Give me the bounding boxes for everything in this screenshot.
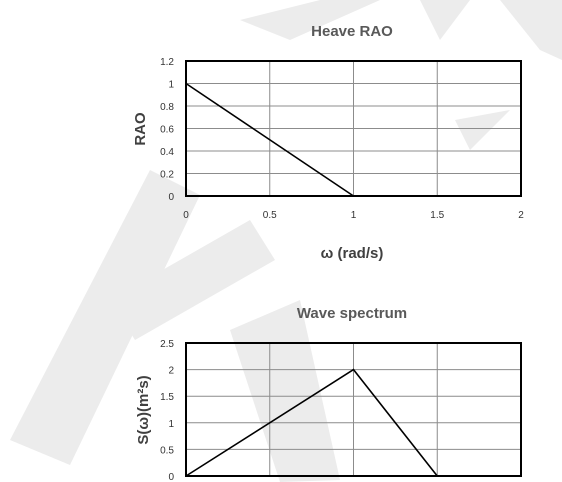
- x-tick-label: 0.5: [263, 210, 277, 221]
- x-ticks: 0 0.5 1 1.5 2: [183, 210, 524, 221]
- y-axis-label: RAO: [132, 112, 149, 146]
- y-tick-label: 1.5: [160, 392, 174, 403]
- x-tick-label: 1: [351, 210, 357, 221]
- plot-frame: [185, 60, 522, 197]
- y-axis-label: S(ω)(m²s): [135, 375, 152, 444]
- series-layer: [185, 368, 438, 477]
- chart-heave-rao: Heave RAO ω (rad/s) RAO 0 0.5 1 1.5 2 0 0.2 0.…: [132, 23, 524, 262]
- series-line: [185, 82, 438, 197]
- chart-title: Heave RAO: [311, 23, 393, 40]
- series-layer: [185, 82, 438, 197]
- y-tick-label: 0.8: [160, 102, 174, 113]
- y-tick-label: 0.4: [160, 147, 174, 158]
- y-tick-label: 0.5: [160, 445, 174, 456]
- y-tick-label: 2.5: [160, 339, 174, 350]
- y-tick-label: 0: [168, 192, 174, 203]
- grid: [185, 60, 522, 197]
- series-line: [185, 368, 438, 477]
- y-ticks: 0 0.5 1 1.5 2 2.5: [160, 339, 174, 482]
- y-tick-label: 0.6: [160, 125, 174, 136]
- grid: [185, 342, 522, 477]
- chart-wave-spectrum: Wave spectrum S(ω)(m²s) 0 0.5 1 1.5 2 2.5: [135, 305, 522, 482]
- y-tick-label: 2: [168, 366, 174, 377]
- plot-frame: [185, 342, 522, 477]
- y-tick-label: 1.2: [160, 57, 174, 68]
- chart-title: Wave spectrum: [297, 305, 407, 322]
- x-axis-label: ω (rad/s): [321, 245, 384, 262]
- y-ticks: 0 0.2 0.4 0.6 0.8 1 1.2: [160, 57, 174, 203]
- x-tick-label: 0: [183, 210, 189, 221]
- y-tick-label: 1: [168, 419, 174, 430]
- y-tick-label: 1: [168, 80, 174, 91]
- y-tick-label: 0.2: [160, 170, 174, 181]
- y-tick-label: 0: [168, 472, 174, 482]
- x-tick-label: 1.5: [430, 210, 444, 221]
- x-tick-label: 2: [518, 210, 524, 221]
